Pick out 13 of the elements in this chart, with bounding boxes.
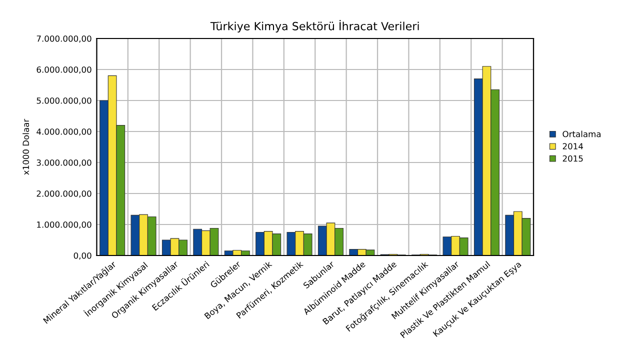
y-axis-title: x1000 Dolaar: [22, 118, 30, 175]
y-tick-label: 0,00: [74, 252, 92, 260]
y-tick-label: 2.000.000,00: [36, 190, 92, 198]
y-tick-label: 1.000.000,00: [37, 221, 92, 229]
y-tick-label: 7.000.000,00: [36, 35, 92, 43]
y-tick-label: 4.000.000,00: [36, 128, 92, 136]
chart-title: Türkiye Kimya Sektörü İhracat Verileri: [210, 20, 419, 32]
y-tick-label: 5.000.000,00: [36, 97, 92, 105]
y-tick-label: 6.000.000,00: [36, 66, 92, 74]
legend-label: 2014: [562, 143, 583, 150]
legend-label: Ortalama: [562, 130, 601, 138]
y-tick-label: 3.000.000,00: [36, 159, 92, 167]
legend-label: 2015: [562, 155, 583, 162]
